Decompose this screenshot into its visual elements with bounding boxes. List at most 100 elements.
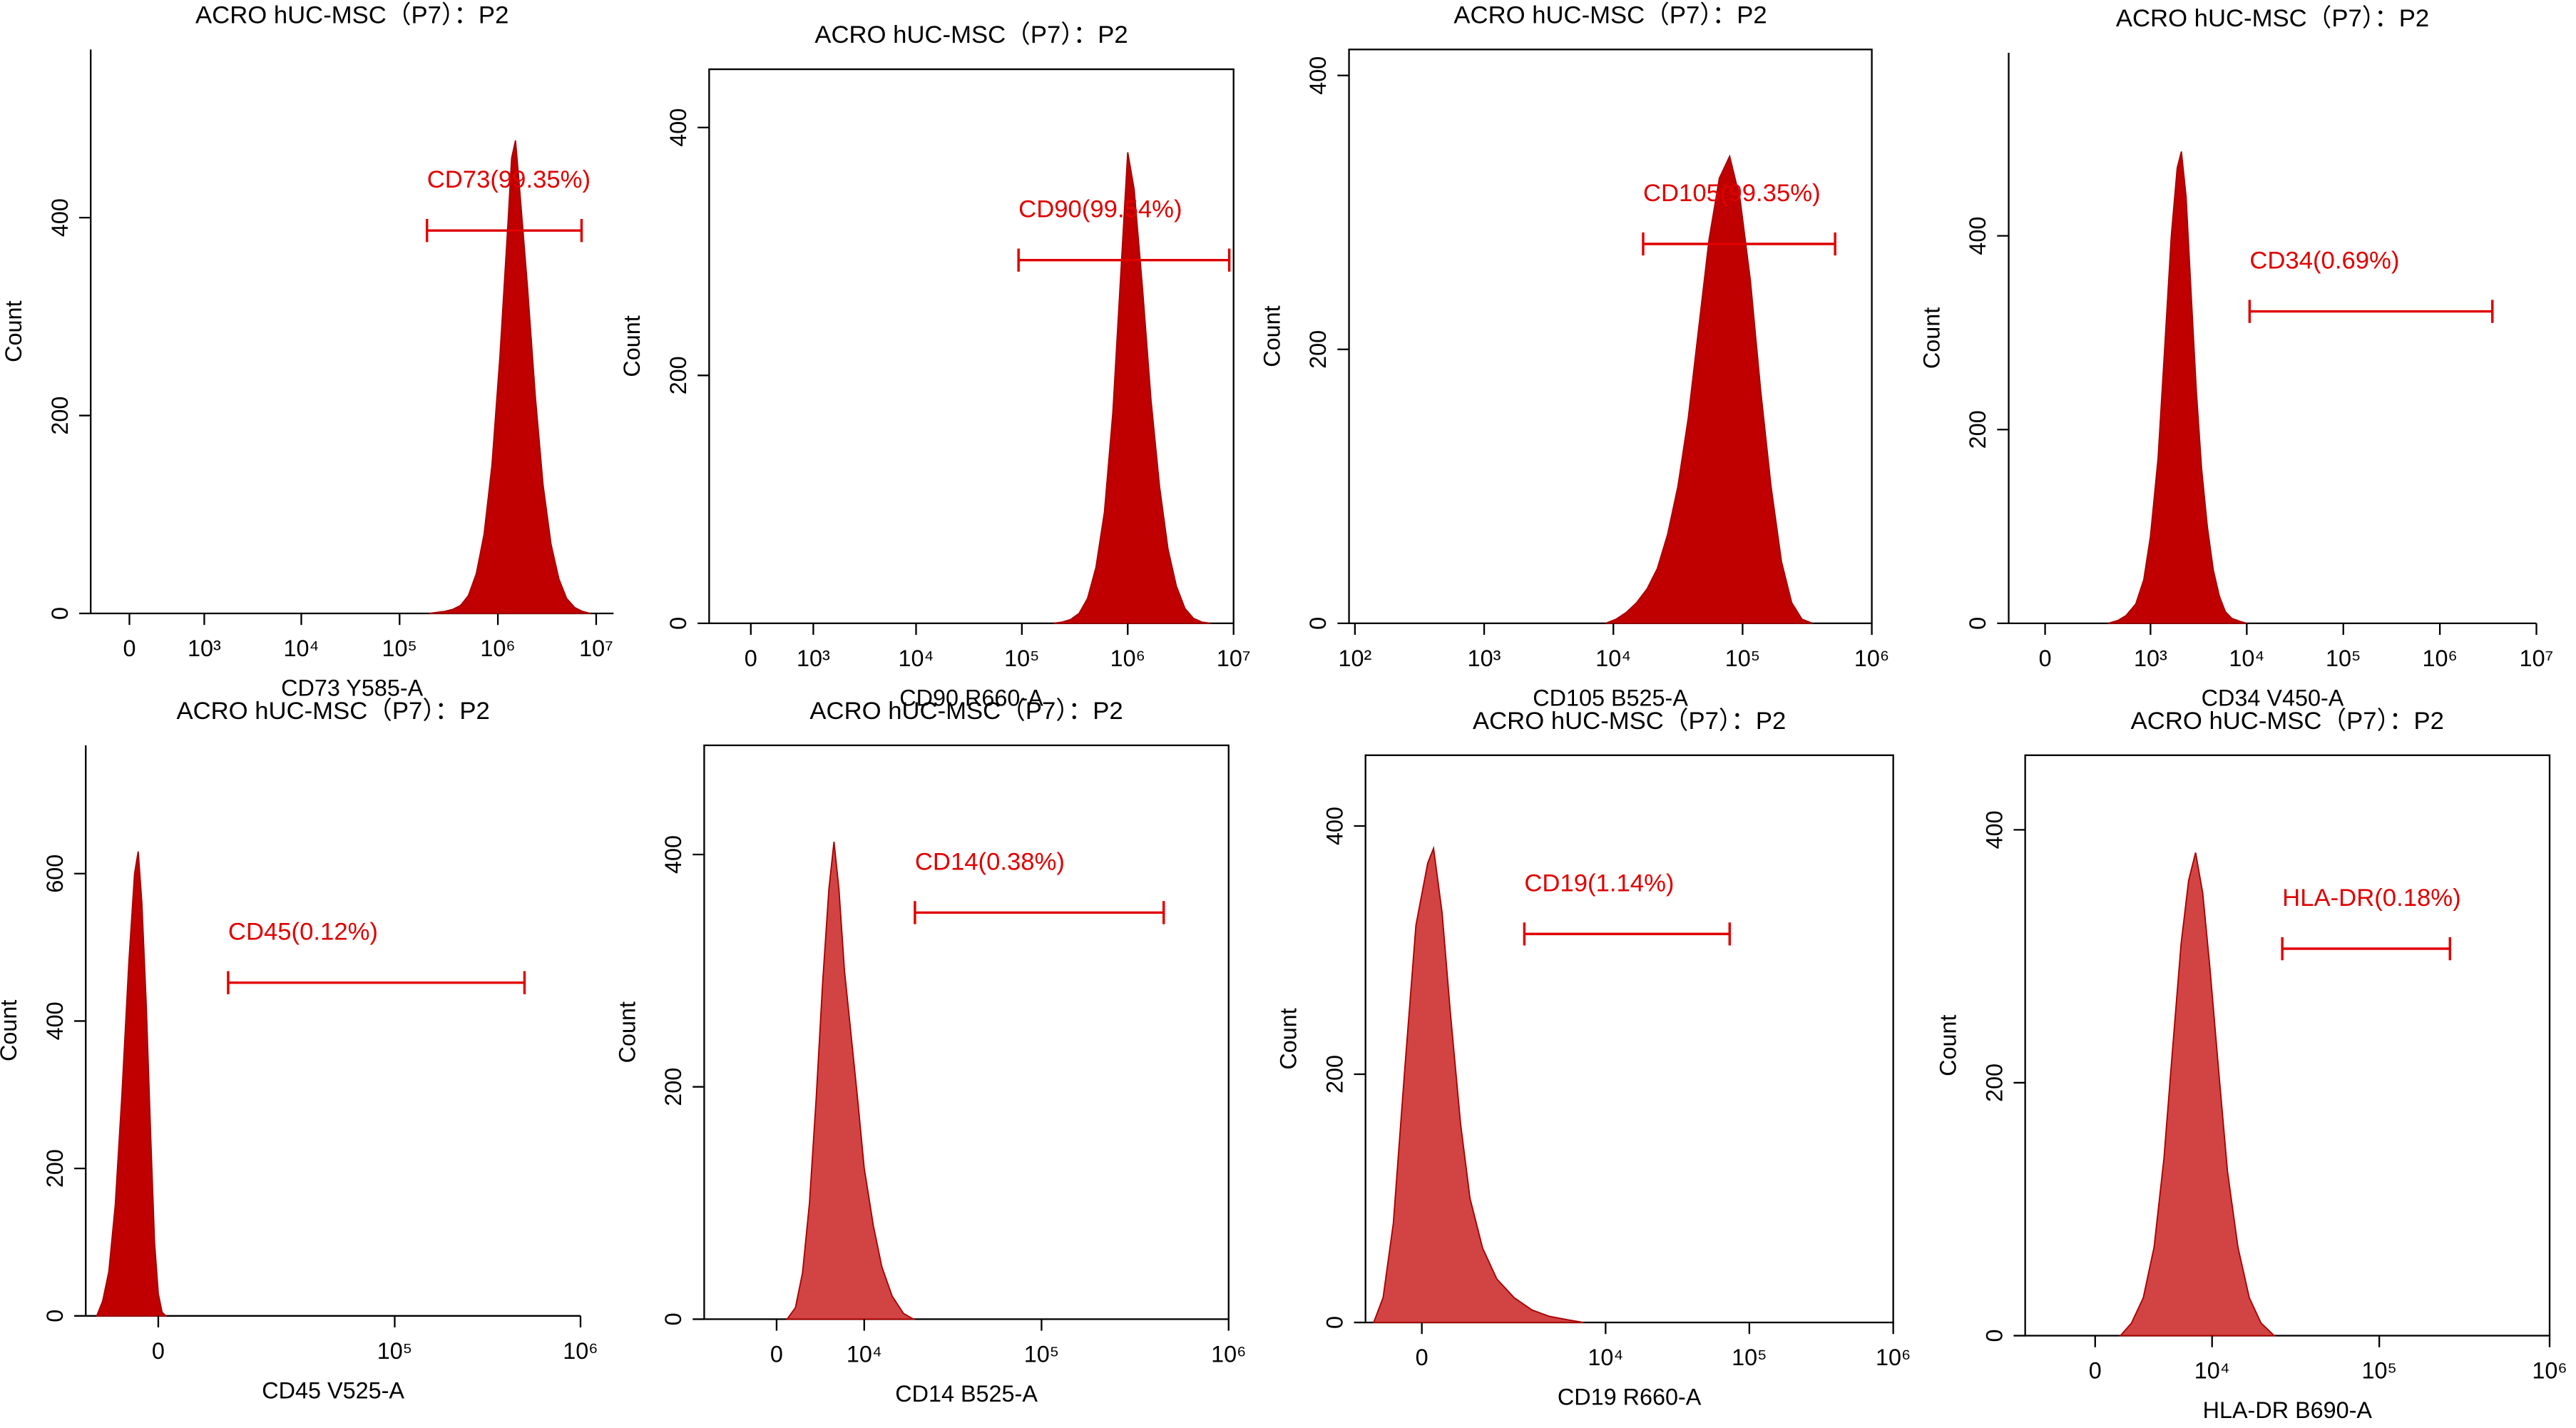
gate-marker (2281, 937, 2451, 961)
x-tick-label: 0 (123, 636, 136, 661)
y-tick-label: 0 (665, 617, 691, 630)
panel: ACRO hUC-MSC（P7）：P2 0 10³ 10⁴ 10⁵ 10⁶ 10⁷ 0 200 4… (1918, 5, 2553, 710)
y-tick-label: 200 (47, 397, 73, 435)
x-tick-label: 10⁴ (2194, 1358, 2230, 1384)
histogram-area (785, 841, 916, 1320)
plot-frame (1348, 49, 1873, 625)
plot-frame (2024, 754, 2551, 1337)
y-tick-label: 0 (660, 1312, 686, 1325)
panel: ACRO hUC-MSC（P7）：P2 0 10⁴ 10⁵ 10⁶ 0 200 400 HLA-… (1936, 708, 2567, 1423)
x-axis-label: CD73 Y585-A (281, 675, 424, 701)
histogram-area (1605, 154, 1813, 624)
y-tick-label: 0 (1965, 617, 1990, 630)
axis-lines (2008, 52, 2537, 625)
histogram-area (429, 140, 591, 614)
x-axis-label: CD90 R660-A (899, 685, 1043, 710)
panel: ACRO hUC-MSC（P7）：P2 0 10⁴ 10⁵ 10⁶ 0 200 400 CD14… (614, 698, 1246, 1407)
y-tick-label: 200 (42, 1149, 68, 1188)
x-axis-label: CD105 B525-A (1533, 685, 1688, 710)
y-axis-label: Count (619, 315, 645, 377)
axis-lines (85, 745, 581, 1317)
x-tick-label: 10⁵ (382, 636, 417, 661)
x-tick-label: 10³ (1468, 646, 1501, 671)
x-tick-label: 10⁶ (563, 1338, 598, 1364)
panel-title: ACRO hUC-MSC（P7）：P2 (195, 1, 508, 29)
gate-label: CD90(99.54%) (1018, 196, 1182, 223)
panel-title: ACRO hUC-MSC（P7）：P2 (1473, 708, 1786, 735)
plot-frame (708, 68, 1235, 625)
gate-label: CD45(0.12%) (228, 919, 378, 946)
y-tick-label: 0 (42, 1310, 68, 1322)
gate-label: CD14(0.38%) (915, 848, 1065, 875)
x-tick-label: 0 (152, 1338, 165, 1364)
y-tick-label: 200 (1305, 330, 1331, 369)
y-axis-label: Count (614, 1001, 640, 1063)
plot-frame (703, 744, 1230, 1320)
x-tick-label: 10⁵ (1024, 1342, 1059, 1367)
histogram-area (2119, 852, 2276, 1337)
x-tick-label: 10⁶ (480, 636, 515, 661)
y-axis-label: Count (1936, 1014, 1961, 1076)
x-tick-label: 10⁴ (1588, 1345, 1623, 1370)
x-tick-label: 10⁵ (1004, 646, 1039, 671)
x-tick-label: 10⁵ (2361, 1358, 2396, 1384)
x-axis-label: HLA-DR B690-A (2203, 1397, 2373, 1423)
gate-label: CD105(99.35%) (1643, 180, 1821, 207)
x-tick-label: 10⁶ (1876, 1345, 1911, 1370)
gate-marker (425, 219, 583, 243)
y-tick-label: 200 (1322, 1055, 1347, 1093)
x-tick-label: 10³ (188, 636, 221, 661)
y-tick-label: 600 (42, 855, 68, 893)
histogram-area (2107, 151, 2247, 624)
x-tick-label: 10⁷ (1217, 646, 1251, 671)
y-tick-label: 400 (1305, 56, 1331, 95)
panel-title: ACRO hUC-MSC（P7）：P2 (176, 698, 489, 725)
x-tick-label: 10⁶ (1110, 646, 1145, 671)
plot-frame (1364, 754, 1894, 1324)
y-tick-label: 0 (1305, 617, 1331, 630)
x-axis-label: CD34 V450-A (2202, 685, 2344, 710)
x-tick-label: 10⁶ (1854, 646, 1889, 671)
x-tick-label: 10³ (797, 646, 830, 671)
x-tick-label: 0 (745, 646, 757, 671)
gate-label: CD19(1.14%) (1524, 869, 1674, 897)
x-tick-label: 10³ (2134, 646, 2167, 671)
panel: ACRO hUC-MSC（P7）：P2 10² 10³ 10⁴ 10⁵ 10⁶ 0 200 40… (1259, 1, 1889, 710)
gate-marker (227, 971, 526, 994)
gate-marker (1017, 248, 1231, 272)
y-tick-label: 200 (1981, 1064, 2007, 1102)
gate-marker (914, 901, 1165, 924)
x-tick-label: 10⁴ (2229, 646, 2264, 671)
x-tick-label: 10⁷ (2520, 646, 2554, 671)
x-axis-label: CD14 B525-A (895, 1381, 1038, 1407)
panel-title: ACRO hUC-MSC（P7）：P2 (809, 698, 1123, 725)
y-tick-label: 400 (665, 108, 691, 147)
histogram-area (96, 851, 168, 1317)
gate-label: CD34(0.69%) (2249, 247, 2399, 274)
x-tick-label: 10⁶ (1211, 1342, 1246, 1367)
y-axis-label: Count (1, 300, 26, 362)
y-tick-label: 0 (1981, 1330, 2007, 1342)
y-tick-label: 200 (1965, 410, 1990, 449)
y-tick-label: 400 (1322, 807, 1347, 845)
x-tick-label: 10⁶ (2532, 1358, 2567, 1384)
y-tick-label: 200 (660, 1068, 686, 1106)
gate-label: CD73(99.35%) (427, 166, 591, 193)
x-tick-label: 10⁴ (847, 1342, 882, 1367)
y-tick-label: 400 (1965, 217, 1990, 255)
panel-title: ACRO hUC-MSC（P7）：P2 (1453, 1, 1767, 29)
x-tick-label: 10⁴ (284, 636, 320, 661)
x-axis-label: CD45 V525-A (262, 1377, 404, 1403)
panel: ACRO hUC-MSC（P7）：P2 0 10⁴ 10⁵ 10⁶ 0 200 400 CD19… (1276, 708, 1911, 1410)
x-tick-label: 10⁵ (2326, 646, 2361, 671)
x-tick-label: 0 (1416, 1345, 1428, 1370)
gate-label: HLA-DR(0.18%) (2282, 884, 2461, 912)
y-axis-label: Count (0, 1000, 21, 1061)
panel: ACRO hUC-MSC（P7）：P2 0 10³ 10⁴ 10⁵ 10⁶ 10⁷ 0 200 4… (619, 21, 1250, 710)
x-tick-label: 10⁴ (1595, 646, 1631, 671)
x-tick-label: 10⁵ (1725, 646, 1760, 671)
x-tick-label: 0 (770, 1342, 783, 1367)
gate-marker (2248, 300, 2494, 323)
panel-title: ACRO hUC-MSC（P7）：P2 (814, 21, 1128, 49)
